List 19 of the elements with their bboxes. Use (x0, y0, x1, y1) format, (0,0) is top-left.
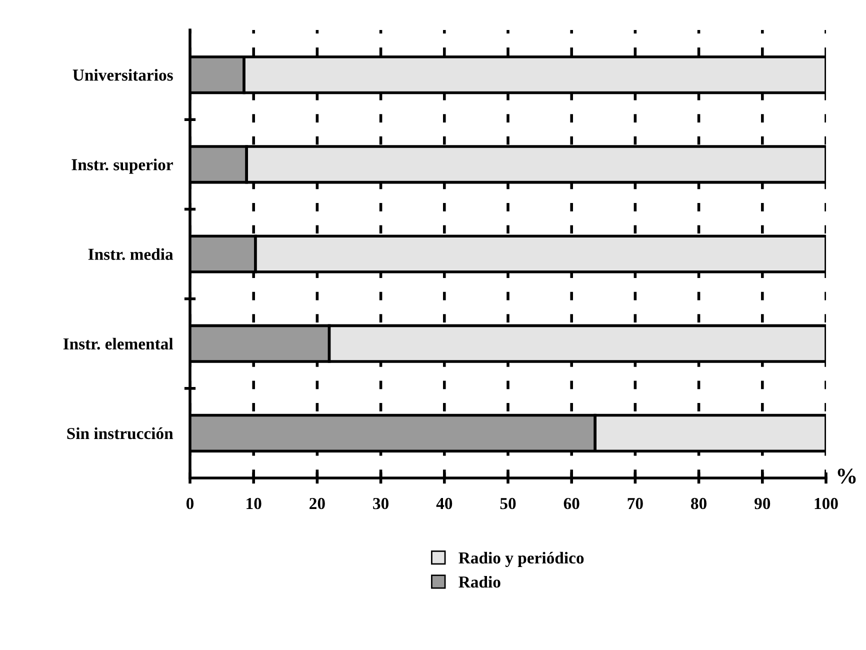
x-tick-label: 90 (754, 498, 770, 510)
y-tick-label: Universitarios (72, 69, 173, 81)
y-tick-label: Instr. elemental (63, 338, 174, 350)
x-tick-label: 0 (186, 498, 194, 510)
x-tick-label: 30 (373, 498, 388, 510)
y-tick-label: Instr. media (88, 248, 174, 260)
x-tick-label: 20 (310, 498, 325, 510)
x-tick-label: 70 (628, 498, 643, 510)
x-axis-title: % (838, 468, 856, 484)
x-tick-label: 60 (564, 498, 580, 510)
legend-label: Radio (458, 576, 500, 588)
y-tick-label: Instr. superior (72, 158, 173, 174)
x-tick-label: 100 (814, 498, 838, 510)
x-tick-label: 50 (500, 498, 516, 510)
x-tick-label: 10 (246, 498, 262, 510)
x-tick-label: 80 (691, 498, 706, 510)
x-tick-label: 40 (436, 498, 452, 510)
legend-label: Radio y periódico (458, 552, 584, 568)
y-tick-label: Sin instrucción (67, 427, 174, 440)
